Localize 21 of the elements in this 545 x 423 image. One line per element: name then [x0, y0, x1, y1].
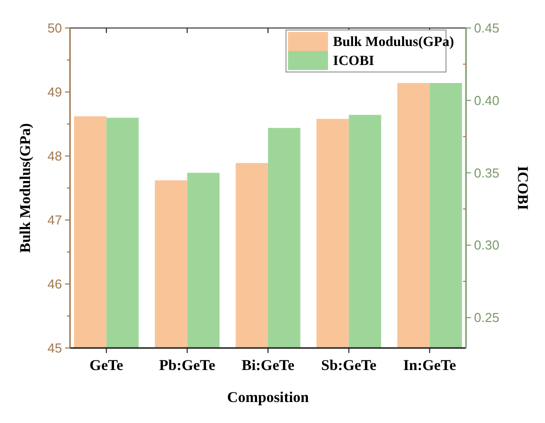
y-tick-label: 46: [48, 276, 62, 292]
y-tick-label: 47: [48, 212, 62, 228]
y-tick-label: 50: [48, 20, 62, 36]
y2-axis-title: ICOBI: [514, 166, 530, 210]
y-tick-label: 49: [48, 84, 62, 100]
y-tick-label: 48: [48, 148, 62, 164]
y2-tick-label: 0.35: [474, 165, 500, 180]
y-tick-label: 45: [48, 340, 62, 356]
y2-tick-label: 0.25: [474, 310, 500, 326]
x-axis-title: Composition: [227, 390, 310, 406]
x-tick-label: In:GeTe: [403, 358, 456, 374]
y2-tick-label: 0.45: [474, 20, 500, 36]
y2-tick-label: 0.40: [474, 92, 500, 108]
x-tick-label: Pb:GeTe: [159, 358, 216, 374]
x-tick-label: Sb:GeTe: [321, 358, 377, 374]
x-tick-label: Bi:GeTe: [242, 358, 295, 374]
y-axis-title: Bulk Modulus(GPa): [18, 123, 34, 253]
legend-label: Bulk Modulus(GPa): [333, 34, 454, 50]
legend-label: ICOBI: [333, 54, 374, 69]
x-tick-label: GeTe: [90, 358, 124, 374]
y2-tick-label: 0.30: [474, 238, 500, 253]
